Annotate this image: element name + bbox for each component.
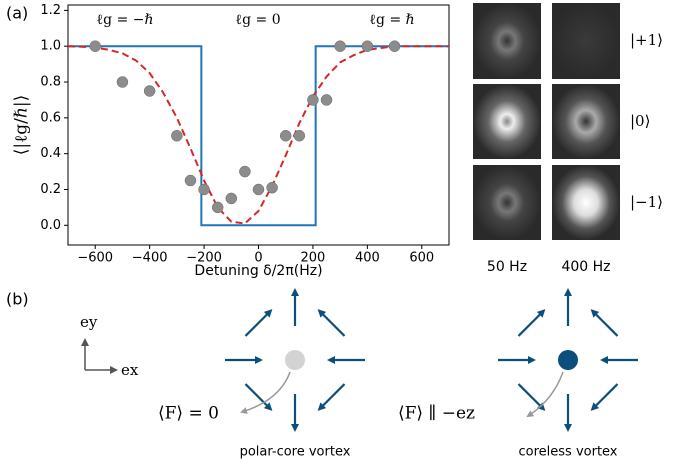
point — [171, 129, 183, 142]
y-tick-label: 0.6 — [40, 110, 61, 125]
state-label: |+1⟩ — [630, 31, 663, 49]
point — [320, 94, 333, 106]
x-tick-label: 400 — [355, 251, 380, 266]
caption: coreless vortex — [519, 445, 618, 460]
point — [252, 183, 265, 196]
image — [552, 84, 620, 159]
pointer — [526, 371, 564, 418]
image — [473, 165, 541, 240]
spin-arrow — [517, 383, 546, 411]
point — [239, 165, 251, 178]
caption: polar-core vortex — [240, 445, 351, 460]
x-tick-label: 0 — [254, 251, 262, 266]
pointer — [240, 371, 291, 414]
image — [473, 3, 541, 79]
images: |+1⟩ |0⟩ |−1⟩ 50 Hz 400 Hz — [473, 3, 663, 275]
x-tick-label: −600 — [77, 251, 113, 266]
series-line — [68, 45, 449, 227]
point — [293, 129, 306, 142]
state-label: |−1⟩ — [630, 193, 663, 211]
x-axis-label: Detuning δ/2π(Hz) — [194, 263, 322, 279]
point — [211, 201, 224, 214]
point — [225, 192, 238, 205]
y-tick-label: 0.8 — [40, 75, 61, 90]
state-label: |0⟩ — [630, 112, 650, 130]
y-tick-label: 0.0 — [40, 218, 61, 233]
x-tick-label: −400 — [132, 251, 168, 266]
spin-arrow — [517, 309, 546, 337]
column-label: 400 Hz — [561, 259, 610, 275]
point — [334, 40, 346, 52]
y-axis-label: ⟨|ℓg/ℏ|⟩ — [12, 95, 32, 155]
point — [307, 94, 319, 106]
plot-frame — [67, 4, 450, 246]
y-tick-label: 0.2 — [40, 182, 61, 197]
annotation: ℓg = 0 — [235, 12, 280, 28]
annotation: ℓg = −ℏ — [96, 12, 153, 28]
spin-arrow — [244, 309, 273, 337]
point — [266, 181, 278, 194]
series-line — [67, 45, 449, 225]
annotation: ⟨F⟩ = 0 — [158, 404, 219, 424]
point — [388, 40, 401, 52]
diagram: ey ex ⟨F⟩ = 0 ⟨F⟩ ∥ −ez polar-core vorte… — [80, 288, 638, 460]
vortex — [225, 288, 365, 432]
y-tick-label: 1.0 — [40, 39, 61, 54]
spin-arrow — [317, 309, 346, 337]
panel-label: (b) — [6, 290, 29, 309]
y-tick-label: 1.2 — [40, 3, 61, 18]
chart: 0.0 0.2 0.4 0.6 0.8 1.0 1.2 −600 −400 −200 0 200 400… — [12, 3, 450, 279]
axis-label: ey — [80, 313, 98, 331]
image — [473, 84, 541, 159]
x-tick-label: −200 — [186, 251, 222, 266]
point — [116, 76, 129, 88]
y-tick-label: 0.4 — [40, 146, 61, 161]
panel-label: (a) — [6, 4, 28, 23]
annotation: ⟨F⟩ ∥ −ez — [398, 404, 475, 424]
point — [143, 85, 156, 97]
point — [198, 183, 210, 196]
point — [184, 174, 197, 187]
x-tick-label: 200 — [301, 251, 326, 266]
column-label: 50 Hz — [487, 259, 527, 275]
point — [361, 40, 374, 52]
point — [279, 129, 292, 142]
spin-arrow — [317, 383, 346, 411]
spin-arrow — [590, 309, 619, 337]
x-tick-label: 600 — [409, 251, 434, 266]
spin-arrow — [590, 383, 619, 411]
image — [552, 3, 620, 79]
spin-arrow — [244, 383, 273, 411]
image — [552, 165, 620, 240]
point — [89, 40, 101, 52]
axis-label: ex — [121, 361, 139, 379]
vortex — [498, 288, 638, 432]
annotation: ℓg = ℏ — [369, 12, 414, 28]
